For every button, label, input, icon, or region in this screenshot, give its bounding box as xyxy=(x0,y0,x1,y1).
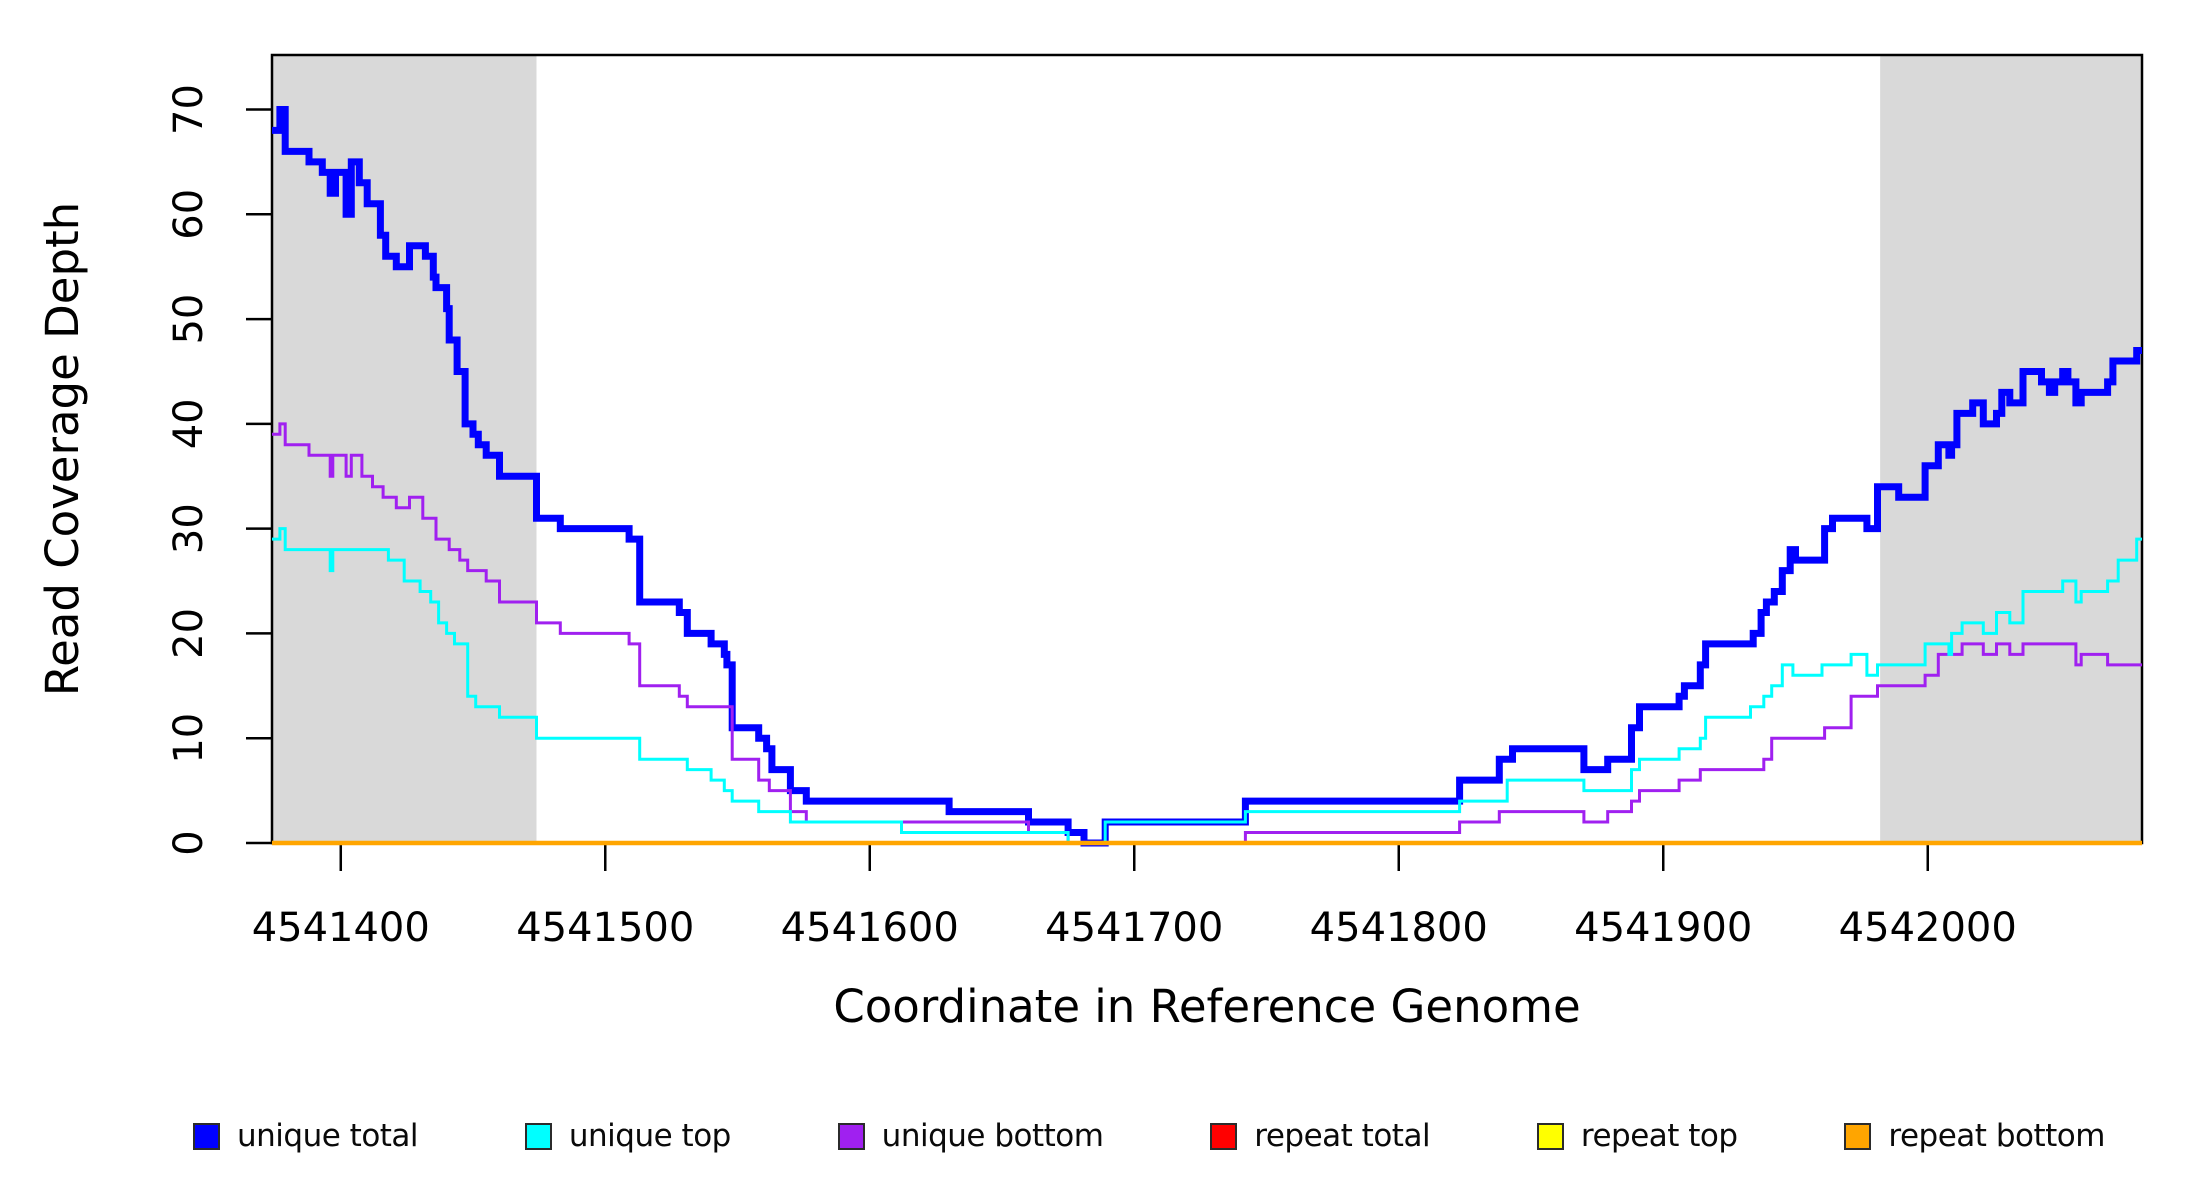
repeat-bottom-swatch-icon xyxy=(1844,1122,1872,1150)
y-tick-label: 60 xyxy=(166,189,212,240)
y-tick-label: 40 xyxy=(166,398,212,449)
legend-label: unique top xyxy=(568,1118,731,1154)
y-tick-label: 20 xyxy=(166,608,212,659)
series-line-unique-bottom xyxy=(272,422,2142,845)
series-line-unique-total xyxy=(272,106,2142,847)
y-axis-title: Read Coverage Depth xyxy=(36,202,89,696)
legend-label: repeat bottom xyxy=(1888,1118,2105,1154)
unique-total-swatch-icon xyxy=(193,1122,220,1150)
series-line-unique-top xyxy=(272,527,2142,845)
x-tick-label: 4541900 xyxy=(1574,905,1752,951)
x-tick-label: 4542000 xyxy=(1839,905,2017,951)
legend-item-repeat-total: repeat total xyxy=(1210,1118,1431,1154)
x-tick-label: 4541600 xyxy=(781,905,959,951)
x-tick-label: 4541800 xyxy=(1310,905,1488,951)
y-tick-label: 0 xyxy=(166,830,212,855)
x-tick-label: 4541400 xyxy=(252,905,430,951)
legend-label: unique bottom xyxy=(881,1118,1104,1154)
legend-label: repeat total xyxy=(1254,1118,1431,1154)
y-tick-label: 70 xyxy=(166,84,212,135)
legend-item-unique-total: unique total xyxy=(193,1118,419,1154)
unique-bottom-swatch-icon xyxy=(837,1122,865,1150)
legend: unique total unique top unique bottom re… xyxy=(193,1108,2105,1164)
legend-label: repeat top xyxy=(1580,1118,1738,1154)
shaded-region-0 xyxy=(272,55,537,843)
repeat-total-swatch-icon xyxy=(1210,1122,1238,1150)
repeat-top-swatch-icon xyxy=(1536,1122,1564,1150)
legend-item-repeat-bottom: repeat bottom xyxy=(1844,1118,2105,1154)
x-axis-title: Coordinate in Reference Genome xyxy=(833,980,1580,1033)
plot-border xyxy=(270,53,2144,845)
legend-item-unique-bottom: unique bottom xyxy=(837,1118,1104,1154)
legend-item-repeat-top: repeat top xyxy=(1536,1118,1738,1154)
shaded-region-1 xyxy=(1880,55,2142,843)
x-tick-label: 4541700 xyxy=(1045,905,1223,951)
y-tick-label: 10 xyxy=(166,713,212,764)
unique-top-swatch-icon xyxy=(524,1122,552,1150)
legend-item-unique-top: unique top xyxy=(524,1118,731,1154)
legend-label: unique total xyxy=(237,1118,419,1154)
y-tick-label: 30 xyxy=(166,503,212,554)
y-tick-label: 50 xyxy=(166,294,212,345)
x-tick-label: 4541500 xyxy=(516,905,694,951)
